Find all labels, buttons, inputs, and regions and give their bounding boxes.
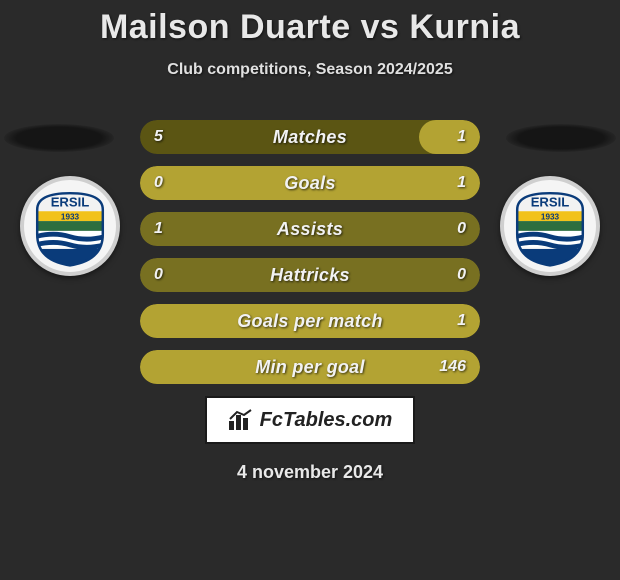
club-badge-left: ERSIL 1933 xyxy=(20,176,120,276)
stats-area: ERSIL 1933 ERSIL 1 xyxy=(0,120,620,483)
comparison-card: Mailson Duarte vs Kurnia Club competitio… xyxy=(0,0,620,580)
svg-text:1933: 1933 xyxy=(541,212,560,221)
club-crest-icon: ERSIL 1933 xyxy=(509,185,591,267)
fctables-text: FcTables.com xyxy=(260,409,393,432)
player-shadow-right xyxy=(506,124,616,152)
svg-text:1933: 1933 xyxy=(61,212,80,221)
stat-bar: 51Matches xyxy=(140,120,480,154)
stat-label: Goals per match xyxy=(140,304,480,338)
date-text: 4 november 2024 xyxy=(0,462,620,483)
stat-label: Hattricks xyxy=(140,258,480,292)
stat-bar: 10Assists xyxy=(140,212,480,246)
stat-label: Min per goal xyxy=(140,350,480,384)
svg-text:ERSIL: ERSIL xyxy=(531,194,570,209)
stat-bar: 1Goals per match xyxy=(140,304,480,338)
player-shadow-left xyxy=(4,124,114,152)
stat-label: Goals xyxy=(140,166,480,200)
stat-bar: 00Hattricks xyxy=(140,258,480,292)
page-title: Mailson Duarte vs Kurnia xyxy=(0,0,620,47)
page-subtitle: Club competitions, Season 2024/2025 xyxy=(0,61,620,79)
svg-text:ERSIL: ERSIL xyxy=(51,194,90,209)
fctables-badge: FcTables.com xyxy=(205,396,415,444)
stat-label: Assists xyxy=(140,212,480,246)
club-crest-icon: ERSIL 1933 xyxy=(29,185,111,267)
stat-label: Matches xyxy=(140,120,480,154)
fctables-chart-icon xyxy=(228,409,254,431)
stat-bars: 51Matches 01Goals 10Assists 00Hattricks 1Goa… xyxy=(140,120,480,384)
club-badge-right: ERSIL 1933 xyxy=(500,176,600,276)
stat-bar: 146Min per goal xyxy=(140,350,480,384)
stat-bar: 01Goals xyxy=(140,166,480,200)
